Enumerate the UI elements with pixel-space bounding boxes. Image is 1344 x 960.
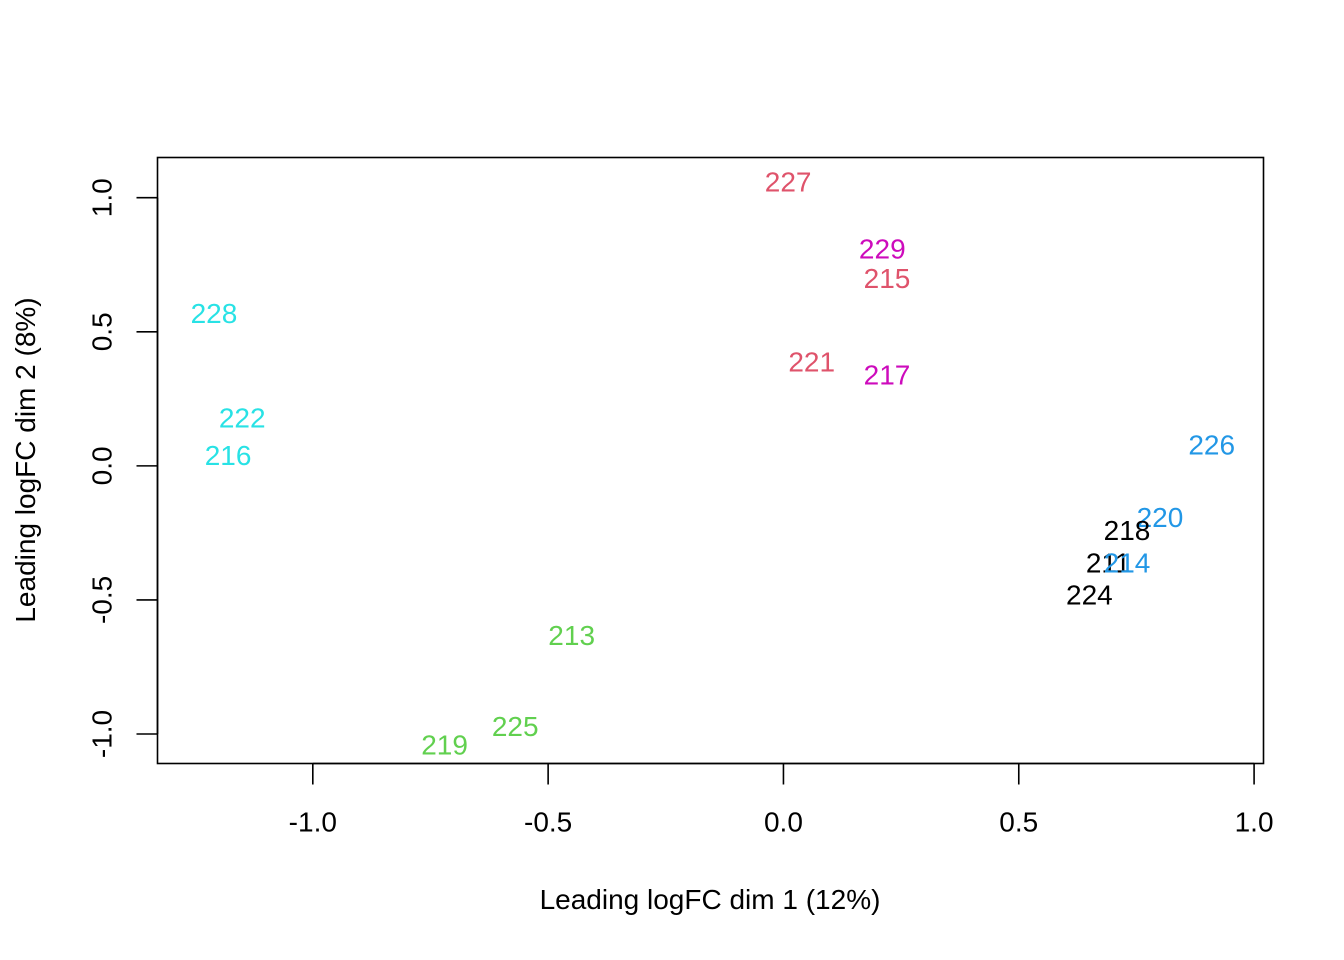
point-label-227: 227 [765,167,812,198]
y-axis: -1.0 -0.5 0.0 0.5 1.0 [87,178,159,758]
x-axis: -1.0 -0.5 0.0 0.5 1.0 [289,762,1274,838]
y-tick-label: 0.5 [87,312,118,351]
point-label-225: 225 [492,711,539,742]
x-tick-label: 1.0 [1235,807,1274,838]
plot-frame [156,156,1265,765]
point-label-226: 226 [1188,429,1235,460]
x-tick-label: -1.0 [289,807,337,838]
x-axis-label: Leading logFC dim 1 (12%) [540,884,881,915]
y-tick-label: -0.5 [87,576,118,624]
y-tick-label: -1.0 [87,710,118,758]
point-label-224: 224 [1066,580,1113,611]
point-label-211: 211 [1086,547,1131,578]
y-tick-label: 0.0 [87,446,118,485]
y-axis-label: Leading logFC dim 2 (8%) [10,297,41,622]
point-label-216: 216 [205,440,252,471]
x-tick-label: 0.5 [999,807,1038,838]
point-label-214: 214 [1104,547,1151,578]
point-label-217: 217 [864,360,911,391]
point-label-219: 219 [421,730,468,761]
x-tick-label: -0.5 [524,807,572,838]
point-label-220: 220 [1137,502,1184,533]
point-label-229: 229 [859,234,906,265]
point-label-218: 218 [1104,515,1151,546]
x-tick-label: 0.0 [764,807,803,838]
point-label-228: 228 [191,298,238,329]
point-label-213: 213 [548,620,595,651]
point-label-215: 215 [864,263,911,294]
point-label-221: 221 [788,346,835,377]
y-tick-label: 1.0 [87,178,118,217]
point-label-222: 222 [219,403,266,434]
